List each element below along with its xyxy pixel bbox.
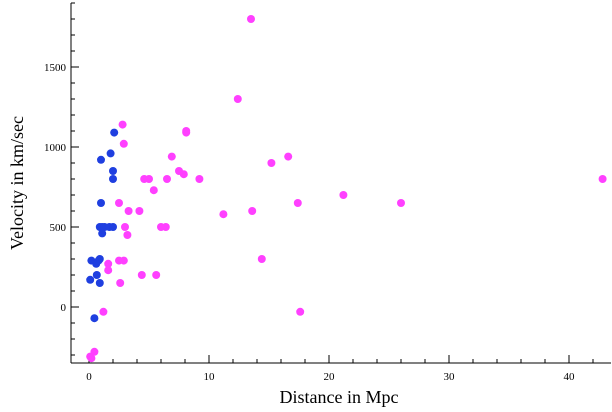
data-point [284, 152, 293, 161]
data-point [163, 175, 171, 183]
data-point [95, 279, 104, 287]
data-point [97, 199, 105, 207]
data-point [115, 199, 123, 207]
y-tick-label: 0 [61, 302, 67, 314]
data-point [109, 223, 117, 231]
data-point [109, 167, 117, 175]
data-point [95, 255, 104, 263]
data-point [257, 255, 266, 263]
data-point [293, 199, 302, 207]
data-point [104, 259, 113, 268]
axis-ticks [71, 2, 594, 363]
data-point [109, 175, 117, 183]
data-point [598, 175, 607, 183]
y-axis-title: Velocity in km/sec [7, 116, 27, 250]
data-point [92, 271, 101, 279]
data-point [149, 186, 158, 195]
data-point [104, 266, 113, 275]
data-point [116, 279, 125, 287]
data-point [90, 347, 99, 356]
data-point [182, 128, 191, 137]
data-point [179, 170, 188, 179]
data-point [135, 207, 144, 215]
x-axis-title: Distance in Mpc [280, 387, 399, 407]
data-point [97, 155, 105, 164]
data-point [195, 175, 204, 183]
data-point [339, 191, 348, 199]
data-point [119, 139, 128, 148]
data-point [87, 354, 96, 363]
data-point [233, 95, 242, 103]
data-point [296, 307, 305, 316]
x-tick-label: 20 [324, 371, 336, 383]
data-point [219, 210, 228, 219]
data-point [123, 231, 132, 239]
y-tick-label: 500 [50, 222, 67, 234]
data-point [98, 229, 107, 238]
data-point [145, 175, 153, 183]
data-point [86, 275, 95, 284]
y-tick-label: 1500 [44, 62, 67, 74]
data-point [106, 149, 115, 158]
data-point [137, 271, 146, 279]
data-point [110, 128, 119, 137]
x-tick-label: 30 [444, 371, 456, 383]
data-point [121, 223, 129, 231]
data-point [119, 256, 128, 265]
data-points [86, 15, 607, 363]
data-point [167, 152, 176, 161]
data-point [152, 271, 161, 279]
x-tick-label: 0 [86, 371, 92, 383]
x-tick-label: 10 [204, 371, 216, 383]
data-point [161, 223, 170, 231]
data-point [90, 314, 99, 323]
data-point [247, 15, 255, 23]
data-point [118, 120, 127, 129]
x-tick-label: 40 [564, 371, 576, 383]
data-point [267, 159, 276, 167]
data-point [124, 207, 133, 215]
y-tick-label: 1000 [44, 142, 67, 154]
data-point [397, 199, 405, 207]
data-point [248, 207, 257, 215]
tick-labels: 0 10 20 30 40 0 500 1000 1500 [44, 62, 575, 383]
data-point [99, 307, 108, 316]
